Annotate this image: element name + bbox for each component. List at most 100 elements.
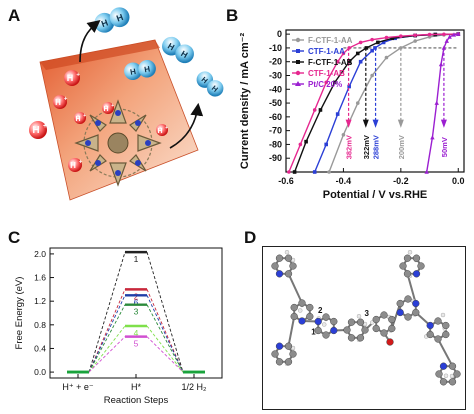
carbon-atom	[372, 315, 380, 324]
site-label: 1	[311, 328, 316, 337]
x-tick-label: -0.2	[393, 176, 409, 186]
series-point	[292, 170, 297, 174]
series-point	[381, 40, 386, 45]
energy-connector	[88, 325, 126, 373]
y-tick-label: 0	[277, 29, 282, 39]
ball-and-stick-molecule-icon: 1 2 3	[262, 246, 466, 410]
x-axis-label: Reaction Steps	[104, 395, 169, 406]
hydrogen-atom-label: H	[129, 67, 136, 77]
plot-frame	[285, 29, 465, 173]
hydrogen-atom	[175, 44, 194, 64]
carbon-atom	[448, 362, 457, 370]
hydrogen-atom-label: H	[166, 41, 176, 53]
legend-label: Pt/C 20%	[308, 80, 342, 89]
y-axis-label: Free Energy (eV)	[14, 277, 25, 350]
series-point	[456, 31, 461, 36]
hydrogen-atom	[443, 373, 449, 379]
carbon-atom	[439, 378, 448, 386]
carbon-atom	[434, 317, 442, 325]
carbon-atom	[380, 329, 388, 337]
proton-charge: +	[165, 125, 168, 131]
carbon-atom	[412, 254, 421, 262]
carbon-atom	[271, 350, 279, 358]
carbon-atom	[284, 254, 293, 262]
proton-label: H	[67, 73, 74, 83]
carbon-atom	[442, 321, 450, 330]
overpotential-arrowhead	[345, 119, 352, 128]
proton-ball	[53, 95, 67, 109]
y-axis-label: Current density / mA cm⁻²	[239, 33, 251, 170]
nitrogen-atom	[412, 270, 421, 278]
y-tick-label: 1.2	[34, 296, 46, 306]
panel-a-label: A	[8, 6, 21, 25]
series-point	[447, 34, 452, 39]
legend-marker	[296, 60, 300, 64]
energy-connector	[88, 252, 126, 373]
carbon-atom	[306, 312, 314, 321]
hydrogen-atom	[284, 249, 290, 255]
proton-ball	[74, 112, 86, 124]
carbon-atom	[289, 350, 297, 358]
carbon-atom	[356, 334, 365, 342]
energy-connector	[88, 289, 126, 373]
panel-b-label: B	[226, 6, 239, 25]
y-tick-label: 0.4	[34, 343, 46, 353]
proton-label: H	[70, 161, 76, 170]
carbon-atom	[417, 262, 425, 270]
carbon-atom	[426, 330, 434, 339]
proton-charge: +	[43, 123, 47, 130]
y-tick-label: 0.0	[34, 367, 46, 377]
series-point	[347, 59, 351, 64]
y-tick-label: 1.6	[34, 273, 46, 283]
panel-c-label: C	[8, 228, 21, 247]
energy-connector	[88, 295, 126, 373]
carbon-atom	[298, 299, 306, 307]
legend-marker	[295, 37, 301, 43]
hydrogen-atom-label: H	[200, 75, 210, 85]
series-label: 6	[134, 297, 139, 307]
proton-label: H	[32, 125, 39, 136]
hydrogen-atom-label: H	[210, 84, 220, 94]
bond	[390, 303, 402, 329]
series-point	[333, 80, 337, 85]
series-point	[358, 40, 363, 45]
series-point	[304, 139, 308, 144]
series-point	[287, 170, 291, 174]
series-point	[427, 32, 432, 37]
proton: H+	[64, 70, 80, 86]
hydrogen-atom	[440, 312, 446, 318]
series-point	[384, 55, 389, 60]
carbon-atom	[290, 303, 298, 312]
y-tick-label: -90	[269, 153, 282, 163]
series-point	[324, 80, 328, 85]
carbon-atom	[284, 358, 293, 366]
proton-ball	[64, 70, 80, 86]
proton-charge: +	[111, 103, 114, 109]
legend-marker	[295, 81, 301, 86]
series-point	[355, 101, 360, 105]
carbon-atom	[453, 370, 461, 378]
overpotential-arrowhead	[372, 119, 379, 128]
x-tick-label: -0.6	[278, 176, 294, 186]
hydrogen-atom	[407, 249, 413, 255]
energy-connector	[146, 304, 184, 373]
x-tick-label: -0.4	[336, 176, 352, 186]
series-label: 5	[134, 339, 139, 349]
carbon-atom	[448, 378, 457, 386]
series-point	[347, 84, 351, 89]
site-label: 2	[318, 306, 323, 315]
nitrogen-atom	[298, 317, 306, 325]
carbon-atom	[290, 312, 298, 321]
nitrogen-atom	[275, 342, 284, 350]
hydrogen-atom	[124, 62, 142, 81]
proton-ball	[156, 124, 168, 136]
carbon-atom	[388, 315, 396, 324]
overpotential-label: 288mV	[372, 135, 381, 159]
carbon-atom	[284, 342, 293, 350]
x-tick-label: H*	[131, 382, 141, 392]
series-point	[355, 51, 360, 56]
overpotential-label: 322mV	[362, 135, 371, 159]
carbon-atom	[314, 326, 322, 335]
